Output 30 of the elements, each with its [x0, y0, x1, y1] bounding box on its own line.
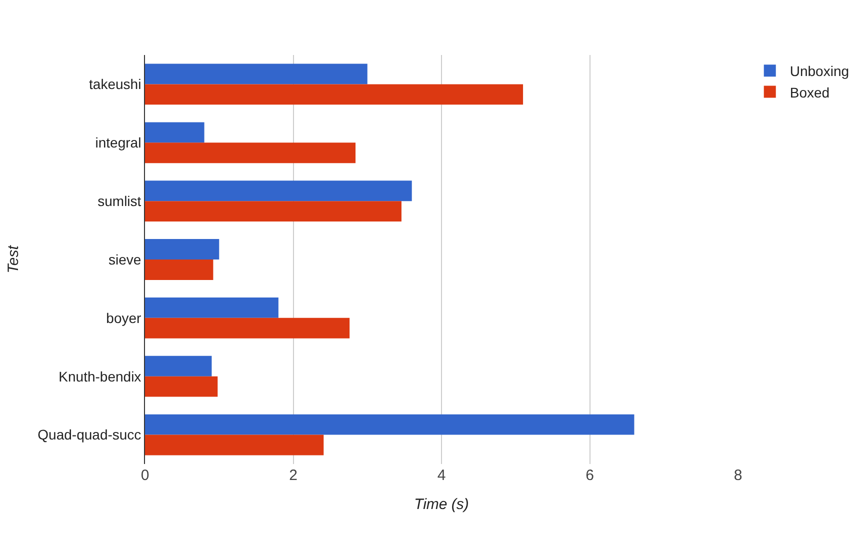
x-tick-label: 6: [586, 467, 594, 484]
bar: [145, 84, 524, 105]
bar: [145, 239, 220, 260]
legend-label: Unboxing: [790, 63, 850, 80]
bar: [145, 201, 402, 222]
y-tick-label: Quad-quad-succ: [38, 426, 142, 443]
bar: [145, 64, 368, 84]
bar: [145, 414, 634, 435]
y-axis-title: Test: [4, 244, 22, 274]
bar: [145, 318, 350, 338]
x-tick-label: 8: [734, 467, 742, 484]
bar: [145, 260, 214, 280]
bar: [145, 142, 356, 164]
bar: [145, 180, 412, 202]
x-tick-label: 2: [289, 467, 298, 484]
x-axis-title: Time (s): [414, 496, 469, 513]
y-tick-label: sumlist: [98, 192, 142, 209]
x-tick-label: 4: [437, 467, 446, 484]
y-tick-label: integral: [95, 134, 142, 151]
legend-label: Boxed: [790, 84, 830, 100]
y-tick-label: takeushi: [89, 76, 142, 92]
bar: [145, 376, 218, 397]
bar: [145, 122, 204, 143]
y-tick-label: sieve: [108, 251, 142, 268]
bar: [145, 297, 278, 318]
y-tick-label: boyer: [106, 310, 142, 326]
y-tick-label: Knuth-bendix: [58, 368, 142, 384]
x-tick-label: 0: [140, 467, 150, 484]
bar: [145, 434, 324, 456]
bar: [145, 356, 212, 376]
